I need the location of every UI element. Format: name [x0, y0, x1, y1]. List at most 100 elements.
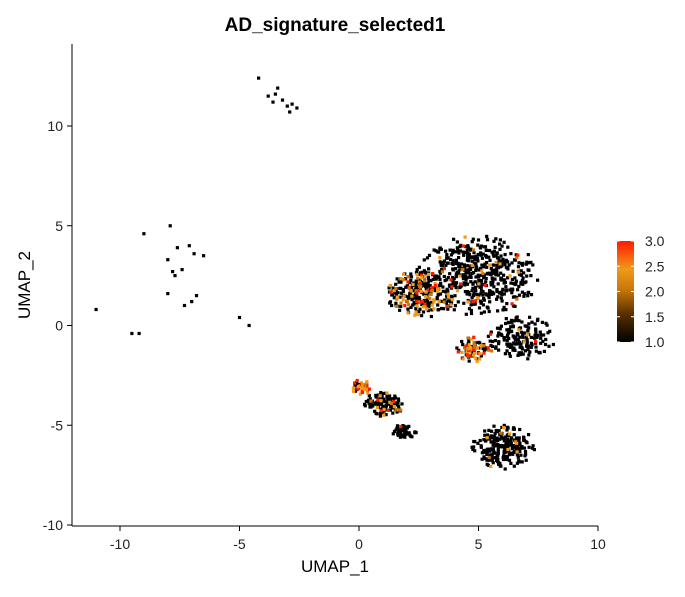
data-point	[365, 380, 369, 384]
data-point	[483, 262, 487, 266]
data-point	[481, 252, 485, 256]
data-point	[515, 445, 519, 449]
data-point	[495, 289, 499, 293]
data-point	[414, 306, 418, 311]
data-point	[180, 268, 184, 272]
data-point	[366, 391, 370, 395]
data-point	[383, 391, 387, 395]
data-point	[438, 271, 442, 275]
data-point	[381, 399, 385, 404]
data-point	[414, 301, 418, 305]
data-point	[496, 451, 500, 456]
data-point	[483, 433, 487, 437]
data-point	[450, 283, 455, 287]
data-point	[498, 291, 502, 295]
data-point	[426, 295, 430, 299]
data-point	[450, 298, 454, 302]
data-point	[487, 309, 491, 314]
data-point	[470, 349, 475, 354]
data-point	[454, 283, 458, 288]
data-point	[399, 277, 403, 281]
data-point	[360, 390, 365, 394]
data-point	[496, 295, 500, 299]
data-point	[398, 428, 402, 432]
data-point	[523, 450, 528, 454]
data-point	[432, 248, 436, 252]
data-point	[488, 258, 492, 262]
data-point	[405, 284, 409, 288]
data-point	[415, 272, 419, 277]
data-point	[448, 248, 452, 252]
data-point	[407, 296, 411, 300]
data-point	[509, 252, 513, 256]
data-point	[517, 328, 521, 332]
data-point	[532, 448, 536, 452]
data-point	[395, 277, 399, 281]
data-point	[495, 270, 499, 274]
data-point	[406, 280, 410, 284]
data-point	[424, 287, 428, 291]
data-point	[426, 291, 430, 295]
data-point	[399, 408, 403, 412]
data-point	[498, 242, 502, 246]
data-point	[401, 424, 405, 428]
data-point	[479, 354, 483, 358]
data-point	[483, 283, 487, 287]
data-point	[422, 305, 426, 309]
data-point	[503, 467, 507, 471]
data-point	[536, 278, 540, 282]
data-point	[497, 332, 501, 336]
data-point	[526, 253, 530, 257]
data-point	[497, 342, 501, 346]
data-point	[436, 289, 440, 293]
data-point	[464, 344, 468, 348]
data-point	[166, 258, 170, 262]
x-tick-label: 5	[475, 536, 483, 552]
data-point	[505, 425, 510, 429]
data-point	[496, 334, 500, 338]
data-point	[482, 351, 486, 355]
data-point	[419, 289, 423, 294]
data-point	[488, 300, 492, 304]
data-point	[423, 302, 427, 306]
data-point	[442, 259, 446, 263]
data-point	[515, 453, 519, 457]
data-point	[415, 312, 419, 316]
data-point	[285, 104, 289, 108]
data-point	[376, 393, 380, 397]
data-point	[416, 310, 420, 314]
data-point	[478, 357, 482, 361]
data-point	[393, 396, 398, 400]
data-point	[496, 449, 500, 453]
data-point	[522, 292, 527, 296]
data-point	[373, 409, 377, 413]
data-point	[452, 308, 456, 312]
data-point	[490, 349, 494, 353]
data-point	[481, 293, 485, 297]
data-point	[498, 464, 502, 468]
data-point	[501, 457, 506, 462]
data-point	[480, 256, 484, 260]
data-point	[515, 256, 519, 260]
data-point	[397, 404, 401, 408]
data-point	[379, 402, 383, 406]
data-point	[465, 353, 469, 357]
data-point	[355, 378, 359, 383]
data-point	[479, 251, 483, 255]
data-point	[479, 266, 483, 271]
data-point	[519, 342, 523, 346]
data-point	[401, 298, 405, 302]
data-point	[465, 276, 469, 280]
data-point	[496, 266, 500, 270]
data-point	[509, 345, 513, 349]
data-point	[409, 272, 413, 276]
data-point	[508, 288, 512, 292]
data-point	[429, 292, 433, 297]
data-point	[511, 304, 516, 308]
data-point	[454, 275, 458, 279]
data-point	[498, 437, 502, 441]
data-point	[476, 238, 481, 242]
data-point	[533, 322, 537, 326]
data-point	[426, 284, 431, 288]
data-point	[461, 343, 465, 347]
